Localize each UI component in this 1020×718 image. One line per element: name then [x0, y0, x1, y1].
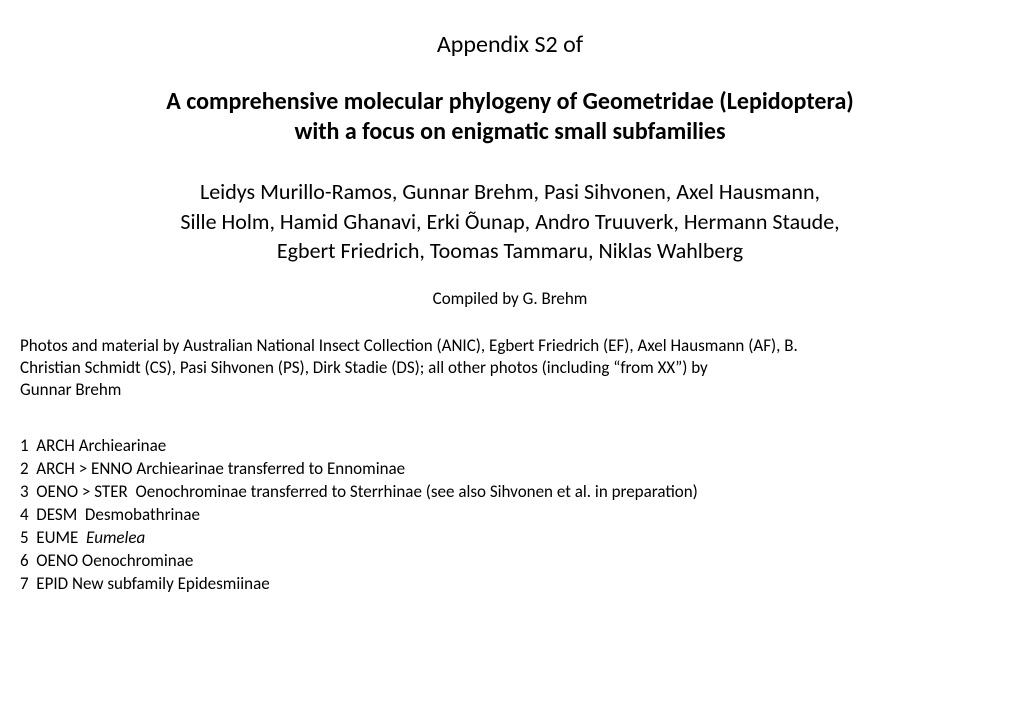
list-item-prefix: 5 EUME [20, 527, 86, 548]
compiled-by: Compiled by G. Brehm [20, 288, 1000, 309]
list-item: 2 ARCH > ENNO Archiearinae transferred t… [20, 458, 1000, 481]
title-line-2: with a focus on enigmatic small subfamil… [20, 117, 1000, 147]
document-page: Appendix S2 of A comprehensive molecular… [0, 0, 1020, 616]
authors-line-3: Egbert Friedrich, Toomas Tammaru, Niklas… [20, 236, 1000, 266]
list-item: 6 OENO Oenochrominae [20, 550, 1000, 573]
document-title: A comprehensive molecular phylogeny of G… [20, 87, 1000, 147]
subfamily-list: 1 ARCH Archiearinae 2 ARCH > ENNO Archie… [20, 435, 1000, 596]
credits-line-2: Christian Schmidt (CS), Pasi Sihvonen (P… [20, 357, 1000, 379]
title-line-1: A comprehensive molecular phylogeny of G… [20, 87, 1000, 117]
credits-line-3: Gunnar Brehm [20, 379, 1000, 401]
photo-credits: Photos and material by Australian Nation… [20, 335, 1000, 401]
list-item: 7 EPID New subfamily Epidesmiinae [20, 573, 1000, 596]
list-item-italic: Eumelea [86, 527, 145, 548]
authors-line-2: Sille Holm, Hamid Ghanavi, Erki Õunap, A… [20, 207, 1000, 237]
credits-line-1: Photos and material by Australian Nation… [20, 335, 1000, 357]
appendix-label: Appendix S2 of [20, 30, 1000, 59]
authors-block: Leidys Murillo-Ramos, Gunnar Brehm, Pasi… [20, 177, 1000, 266]
list-item: 5 EUME Eumelea [20, 527, 1000, 550]
list-item: 3 OENO > STER Oenochrominae transferred … [20, 481, 1000, 504]
list-item: 1 ARCH Archiearinae [20, 435, 1000, 458]
list-item: 4 DESM Desmobathrinae [20, 504, 1000, 527]
authors-line-1: Leidys Murillo-Ramos, Gunnar Brehm, Pasi… [20, 177, 1000, 207]
